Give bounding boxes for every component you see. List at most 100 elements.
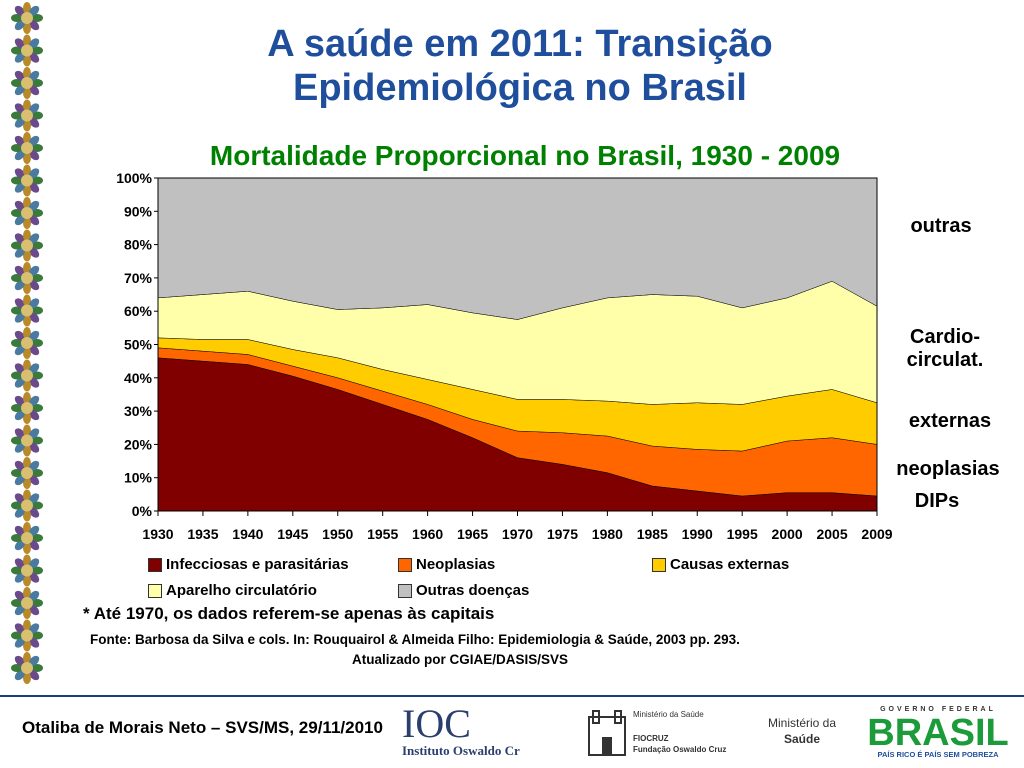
y-tick-label: 50% — [124, 337, 153, 353]
legend-item: Aparelho circulatório — [148, 582, 317, 599]
footer-divider — [0, 695, 1024, 697]
x-tick-label: 1935 — [187, 526, 218, 542]
x-tick-label: 1965 — [457, 526, 488, 542]
border-ornament — [11, 359, 43, 392]
ioc-logo-text: IOC — [402, 703, 471, 746]
border-ornament — [11, 2, 43, 34]
title-line-1: A saúde em 2011: Transição — [267, 23, 773, 65]
legend-label: Infecciosas e parasitárias — [166, 556, 349, 573]
governo-federal-logo: GOVERNO FEDERAL BRASIL PAÍS RICO É PAÍS … — [867, 706, 1008, 759]
source-line-2: Atualizado por CGIAE/DASIS/SVS — [351, 652, 569, 667]
border-ornament — [11, 229, 43, 262]
y-tick-label: 0% — [132, 503, 153, 519]
footnote: * Até 1970, os dados referem-se apenas à… — [83, 604, 495, 623]
border-ornament — [11, 489, 43, 522]
border-ornament — [11, 522, 43, 554]
y-tick-label: 20% — [124, 436, 153, 452]
ioc-logo-subtext: Instituto Oswaldo Cruz — [402, 743, 520, 758]
legend-item: Infecciosas e parasitárias — [148, 556, 349, 573]
ms-line-2: Saúde — [784, 732, 820, 746]
y-tick-label: 90% — [124, 203, 153, 219]
y-tick-label: 100% — [116, 170, 152, 186]
x-tick-label: 1980 — [592, 526, 623, 542]
x-tick-label: 1960 — [412, 526, 443, 542]
ioc-logo: IOC Instituto Oswaldo Cruz — [402, 703, 520, 758]
x-tick-label: 1985 — [637, 526, 668, 542]
ministerio-saude-logo: Ministério da Saúde — [768, 716, 836, 746]
border-ornament — [11, 554, 43, 587]
fiocruz-name: FIOCRUZ — [633, 734, 669, 743]
brasil-top: GOVERNO FEDERAL — [880, 706, 996, 713]
legend-item: Causas externas — [652, 556, 789, 573]
border-ornament — [11, 294, 43, 327]
border-ornament — [11, 197, 43, 229]
footer-author: Otaliba de Morais Neto – SVS/MS, 29/11/2… — [22, 718, 383, 737]
legend-swatch — [652, 557, 666, 572]
legend-swatch — [148, 583, 162, 598]
title-line-2: Epidemiológica no Brasil — [293, 67, 747, 109]
border-ornament — [11, 99, 43, 132]
y-tick-label: 80% — [124, 237, 153, 253]
border-ornament — [11, 34, 43, 67]
y-tick-label: 30% — [124, 403, 153, 419]
y-tick-label: 10% — [124, 470, 153, 486]
x-tick-label: 1970 — [502, 526, 533, 542]
legend-swatch — [398, 557, 412, 572]
fiocruz-logo: Ministério da Saúde FIOCRUZ Fundação Osw… — [588, 710, 726, 756]
border-ornament — [11, 652, 43, 684]
border-ornament — [11, 164, 43, 197]
legend-label: Outras doenças — [416, 582, 530, 599]
x-axis: 1930 1935 1940 1945 1950 1955 1960 1965 1970 1975… — [142, 511, 893, 542]
border-ornament — [11, 619, 43, 652]
x-tick-label: 1995 — [727, 526, 758, 542]
y-tick-label: 60% — [124, 303, 153, 319]
x-tick-label: 1990 — [682, 526, 713, 542]
y-axis: 0% 10% 20% 30% 40% 50% 60% 70% 80% 90% 100% — [116, 170, 158, 519]
x-tick-label: 1975 — [547, 526, 578, 542]
brasil-slogan: PAÍS RICO É PAÍS SEM POBREZA — [878, 750, 1000, 759]
border-ornament — [11, 262, 43, 294]
x-tick-label: 1945 — [277, 526, 308, 542]
y-tick-label: 70% — [124, 270, 153, 286]
ms-line-1: Ministério da — [768, 716, 836, 730]
x-tick-label: 2009 — [861, 526, 892, 542]
side-label-neoplasias: neoplasias — [896, 458, 1000, 480]
decorative-border — [11, 2, 43, 684]
side-label-externas: externas — [908, 410, 992, 432]
side-label-outras: outras — [910, 215, 972, 237]
side-label-cardio: Cardio- circulat. — [890, 326, 1000, 372]
legend-label: Neoplasias — [416, 556, 496, 573]
border-ornament — [11, 424, 43, 457]
x-tick-label: 1940 — [232, 526, 263, 542]
border-ornament — [11, 67, 43, 99]
legend-item: Neoplasias — [398, 556, 495, 573]
border-ornament — [11, 587, 43, 619]
y-tick-label: 40% — [124, 370, 153, 386]
slide-title: A saúde em 2011: Transição Epidemiológic… — [150, 22, 890, 110]
brasil-word: BRASIL — [867, 712, 1008, 754]
legend-label: Aparelho circulatório — [166, 582, 317, 599]
x-tick-label: 2000 — [772, 526, 803, 542]
border-ornament — [11, 392, 43, 424]
side-label-cardio-line1: Cardio- — [910, 326, 980, 348]
fiocruz-ministry: Ministério da Saúde — [633, 710, 704, 719]
legend-item: Outras doenças — [398, 582, 529, 599]
x-tick-label: 2005 — [816, 526, 847, 542]
legend-swatch — [148, 557, 162, 572]
x-tick-label: 1955 — [367, 526, 398, 542]
side-label-dips: DIPs — [914, 490, 960, 512]
fiocruz-subname: Fundação Oswaldo Cruz — [633, 745, 726, 754]
border-ornament — [11, 132, 43, 164]
legend-swatch — [398, 583, 412, 598]
x-tick-label: 1950 — [322, 526, 353, 542]
legend-label: Causas externas — [670, 556, 790, 573]
plot-areas — [157, 177, 878, 512]
chart-title: Mortalidade Proporcional no Brasil, 1930… — [209, 140, 841, 171]
fiocruz-building-icon — [588, 710, 626, 756]
stacked-area-chart: 0%10%20%30%40%50%60%70%80%90%100% 1930 19… — [116, 170, 893, 542]
side-label-cardio-line2: circulat. — [906, 349, 984, 371]
border-ornament — [11, 327, 43, 359]
border-ornament — [11, 457, 43, 489]
source-line-1: Fonte: Barbosa da Silva e cols. In: Rouq… — [90, 632, 740, 647]
x-tick-label: 1930 — [142, 526, 173, 542]
